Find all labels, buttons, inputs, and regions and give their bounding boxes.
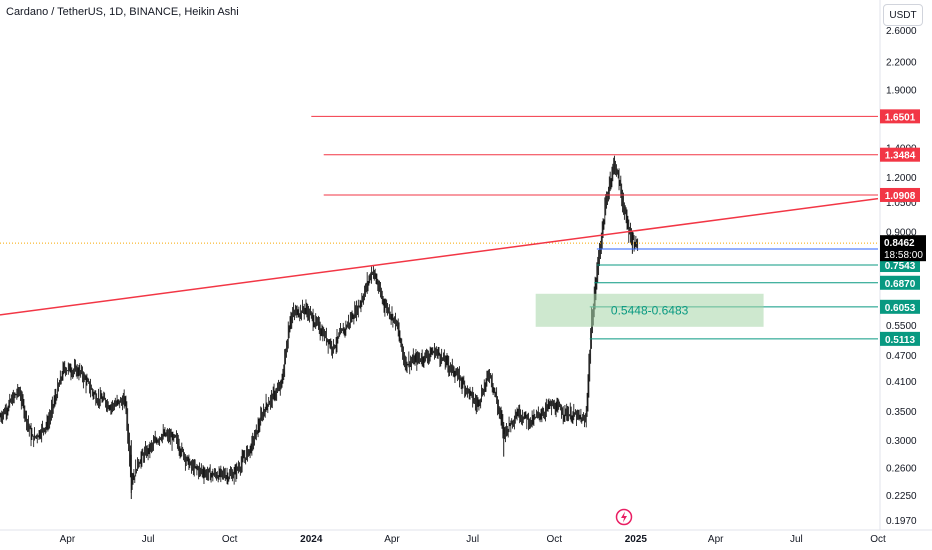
x-tick-label: 2024: [300, 534, 323, 545]
support-price-label-bg: [880, 331, 920, 346]
resistance-price-label: 1.6501: [885, 112, 916, 123]
y-tick-label: 1.9000: [886, 86, 917, 97]
y-tick-label: 0.5500: [886, 321, 917, 332]
zone-label: 0.5448-0.6483: [611, 303, 689, 317]
y-tick-label: 0.4700: [886, 351, 917, 362]
resistance-price-label-bg: [880, 109, 920, 124]
support-price-label: 0.6870: [885, 279, 916, 290]
x-tick-label: Jul: [790, 534, 803, 545]
price-axis: 2.60002.20001.90001.40001.20001.05000.90…: [879, 0, 932, 550]
resistance-price-label-bg: [880, 187, 920, 202]
price-axis-bg: [880, 0, 932, 550]
y-tick-label: 0.4100: [886, 377, 917, 388]
x-tick-label: Apr: [708, 534, 724, 545]
y-tick-label: 2.6000: [886, 26, 917, 37]
resistance-price-label: 1.0908: [885, 191, 916, 202]
price-labels: 1.65011.34841.09080.82070.75430.68700.60…: [880, 109, 926, 346]
tradingview-logo-icon[interactable]: [615, 508, 633, 526]
y-tick-label: 0.1970: [886, 516, 917, 527]
x-tick-label: 2025: [625, 534, 648, 545]
support-price-label-bg: [880, 258, 920, 273]
candles: [0, 155, 639, 500]
current-price-bg: [880, 235, 926, 262]
y-tick-label: 0.9000: [886, 227, 917, 238]
y-tick-label: 2.2000: [886, 58, 917, 69]
y-tick-label: 1.0500: [886, 198, 917, 209]
support-price-label-bg: [880, 299, 920, 314]
chart-title: Cardano / TetherUS, 1D, BINANCE, Heikin …: [6, 6, 239, 18]
x-tick-label: Jul: [142, 534, 155, 545]
support-price-label: 0.7543: [885, 261, 916, 272]
y-tick-label: 0.3500: [886, 407, 917, 418]
support-price-label: 0.6053: [885, 303, 916, 314]
support-price-label: 0.5113: [885, 335, 915, 346]
support-price-label-bg: [880, 275, 920, 290]
trendline-group: [0, 197, 879, 316]
currency-button[interactable]: USDT: [883, 4, 923, 26]
countdown-label: 18:58:00: [884, 250, 923, 261]
x-tick-label: Oct: [222, 534, 238, 545]
resistance-price-label-bg: [880, 147, 920, 162]
resistance-price-label: 1.3484: [885, 151, 916, 162]
y-tick-label: 0.2250: [886, 491, 917, 502]
demand-zone[interactable]: [535, 293, 764, 327]
trendline[interactable]: [0, 197, 879, 316]
current-price-label: 0.8462: [884, 238, 915, 249]
x-tick-label: Oct: [547, 534, 563, 545]
x-tick-label: Apr: [60, 534, 76, 545]
y-tick-label: 0.2600: [886, 463, 917, 474]
zone-group: 0.5448-0.6483: [535, 293, 764, 327]
y-tick-label: 1.2000: [886, 173, 917, 184]
x-tick-label: Jul: [466, 534, 479, 545]
time-axis: Apr Jul Oct 2024 Apr Jul Oct 2025 Apr Jul Oct: [0, 529, 932, 545]
x-tick-label: Apr: [384, 534, 400, 545]
y-tick-label: 0.3000: [886, 436, 917, 447]
x-tick-label: Oct: [870, 534, 886, 545]
horizontal-levels: [0, 115, 878, 340]
